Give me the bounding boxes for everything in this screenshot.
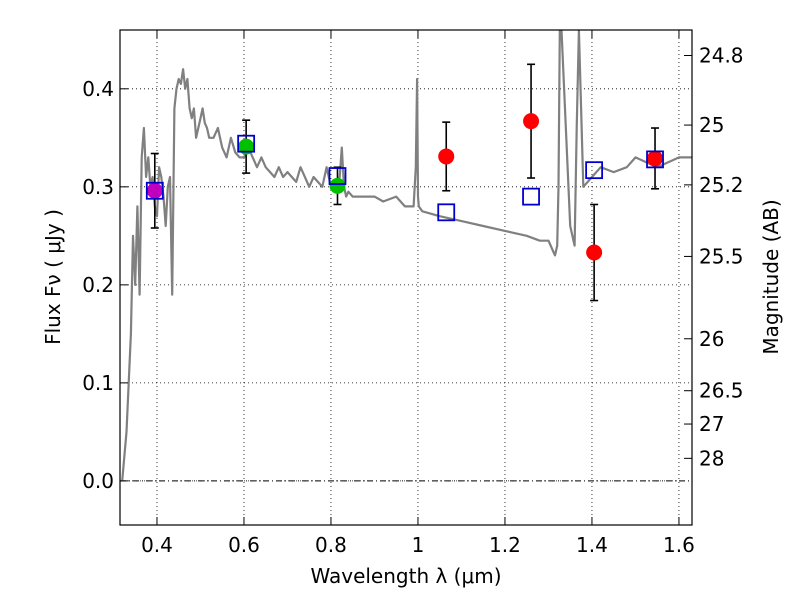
y-tick-label: 0.3 — [82, 175, 114, 199]
model-square — [328, 167, 347, 185]
right-tick-label: 26 — [699, 327, 724, 351]
x-tick-label: 1.4 — [576, 533, 608, 557]
model-square — [522, 187, 540, 206]
right-tick-label: 25 — [699, 113, 724, 137]
x-tick-label: 1 — [412, 533, 425, 557]
right-tick-label: 24.8 — [699, 43, 744, 67]
model-square — [646, 150, 664, 169]
x-tick-label: 0.8 — [315, 533, 347, 557]
x-tick-label: 0.6 — [228, 533, 260, 557]
right-tick-label: 26.5 — [699, 379, 744, 403]
data-marks — [145, 63, 664, 302]
observed-red-point — [438, 148, 455, 165]
x-tick-label: 0.4 — [141, 533, 173, 557]
right-tick-label: 25.2 — [699, 173, 744, 197]
y-tick-label: 0.2 — [82, 273, 114, 297]
right-tick-label: 25.5 — [699, 244, 744, 268]
grid-lines — [120, 30, 692, 525]
y-tick-label: 0.4 — [82, 77, 114, 101]
x-tick-label: 1.6 — [663, 533, 695, 557]
plot-frame — [119, 29, 693, 526]
y-tick-label: 0.0 — [82, 469, 114, 493]
observed-red-point — [647, 150, 664, 167]
model-square — [585, 161, 604, 180]
model-square — [437, 203, 456, 222]
tick-labels: 0.4 0.6 0.8 1 1.2 1.4 1.6 0.0 0.1 0.2 0.3 0.4 24.8 25… — [82, 43, 743, 557]
x-axis-title: Wavelength λ (μm) — [310, 564, 501, 588]
axis-ticks — [120, 30, 692, 525]
x-tick-label: 1.2 — [489, 533, 521, 557]
observed-red-point — [523, 113, 540, 130]
right-tick-label: 28 — [699, 446, 724, 470]
observed-green-point — [329, 177, 346, 194]
spectrum-layer — [121, 30, 692, 481]
plot-area — [120, 30, 692, 525]
y-axis-right-title: Magnitude (AB) — [759, 199, 783, 354]
observed-red-point — [586, 244, 603, 261]
observed-magenta-point — [146, 182, 163, 199]
model-square — [237, 134, 256, 153]
model-spectrum-line — [121, 30, 692, 481]
y-axis-title: Flux Fν ( μJy ) — [41, 209, 65, 345]
y-tick-label: 0.1 — [82, 371, 114, 395]
right-tick-label: 27 — [699, 412, 724, 436]
model-square — [145, 181, 164, 200]
